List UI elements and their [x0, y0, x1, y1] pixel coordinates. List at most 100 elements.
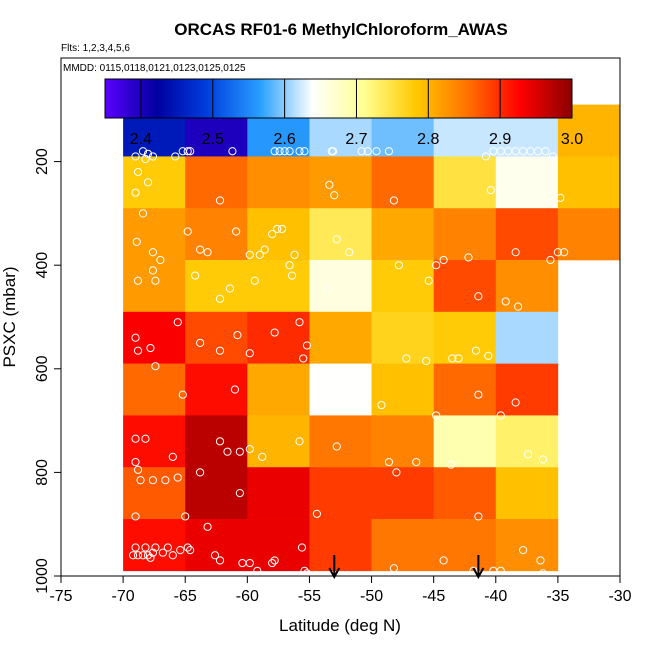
heatmap-cell — [247, 156, 310, 209]
sample-point — [402, 354, 411, 363]
sample-point — [158, 548, 167, 557]
sample-point — [143, 149, 153, 158]
sample-point — [496, 566, 505, 575]
sample-point — [131, 188, 140, 197]
colorbar-tick-label: 2.6 — [273, 131, 295, 148]
sample-point — [501, 297, 510, 306]
sample-point — [225, 284, 235, 293]
sample-point — [312, 509, 321, 518]
heatmap-cell — [371, 311, 434, 364]
sample-point — [332, 235, 341, 244]
dates-note: MMDD: 0115,0118,0121,0123,0125,0125 — [63, 63, 246, 74]
sample-point — [514, 302, 523, 311]
sample-point — [131, 152, 140, 161]
heatmap-cell — [123, 519, 186, 572]
sample-point — [215, 346, 225, 355]
heatmap-cell — [247, 363, 310, 416]
sample-point — [235, 489, 244, 498]
heatmap-cell — [309, 467, 372, 520]
sample-point — [519, 546, 528, 555]
sample-point — [538, 569, 548, 576]
sample-point — [151, 362, 160, 371]
sample-point — [363, 147, 372, 156]
chart-title: ORCAS RF01-6 MethylChloroform_AWAS — [174, 20, 507, 39]
heatmap-cell — [371, 260, 434, 313]
sample-point — [454, 354, 463, 363]
sample-point — [230, 385, 240, 394]
heatmap-cell — [371, 467, 434, 520]
sample-point — [270, 147, 279, 156]
heatmap-cell — [309, 208, 372, 261]
y-tick-label: 800 — [34, 459, 51, 486]
sample-point — [270, 556, 279, 565]
sample-point — [151, 543, 160, 552]
sample-point — [138, 209, 148, 218]
heatmap-cell — [495, 519, 559, 572]
sample-point — [196, 245, 205, 254]
sample-point — [268, 230, 277, 239]
sample-point — [295, 318, 304, 327]
x-tick-label: -65 — [174, 588, 197, 605]
sample-point — [171, 152, 180, 161]
sample-point — [287, 271, 297, 280]
sample-point — [511, 398, 520, 407]
sample-point — [553, 248, 562, 257]
sample-point — [357, 147, 366, 156]
heatmap-cell — [309, 415, 372, 468]
heatmap-cell — [247, 415, 310, 468]
heatmap-cell — [371, 519, 434, 572]
heatmap-cell — [557, 208, 621, 261]
sample-point — [136, 476, 145, 485]
colorbar-tick-label: 2.9 — [489, 131, 511, 148]
y-axis: 200 400 600 800 1000 — [34, 148, 61, 594]
colorbar-tick-label: 2.8 — [417, 131, 439, 148]
sample-point — [432, 261, 441, 270]
sample-point — [486, 185, 495, 195]
latitude-arrow-head — [328, 567, 341, 580]
y-tick-label: 400 — [34, 252, 51, 279]
sample-point — [392, 468, 401, 477]
sample-point — [215, 196, 225, 205]
colorbar-ticks: 2.4 2.5 2.6 2.7 2.8 2.9 3.0 — [130, 79, 583, 148]
x-tick-label: -35 — [546, 588, 569, 605]
sample-point — [541, 147, 550, 156]
sample-point — [233, 331, 242, 340]
sample-point — [295, 147, 304, 156]
sample-point — [141, 434, 150, 443]
plot-frame — [60, 57, 621, 577]
sample-point — [186, 546, 195, 555]
sample-point — [168, 551, 177, 560]
colorbar-box — [104, 78, 573, 119]
sample-point — [297, 543, 307, 552]
heatmap-cell — [433, 415, 497, 468]
sample-point — [556, 193, 565, 202]
sample-point — [275, 147, 284, 156]
heatmap-cell — [495, 156, 559, 209]
y-axis-label: PSXC (mbar) — [0, 266, 19, 367]
sample-point — [560, 248, 569, 257]
sample-point — [312, 375, 321, 384]
sample-point — [290, 250, 299, 259]
sample-point — [412, 457, 421, 467]
x-tick-label: -55 — [298, 588, 321, 605]
heatmap-cell — [433, 519, 497, 572]
heatmap-cell — [309, 156, 372, 209]
heatmap-cell — [185, 260, 248, 313]
sample-point — [258, 452, 267, 461]
sample-point — [469, 566, 478, 575]
sample-point — [268, 558, 277, 568]
sample-point — [446, 460, 456, 469]
sample-point — [181, 512, 190, 521]
sample-point — [474, 390, 483, 399]
sample-point — [278, 224, 287, 234]
heatmap-cell — [123, 260, 186, 313]
sample-point — [178, 390, 187, 399]
colorbar-tick-label: 2.7 — [345, 131, 367, 148]
sample-point — [245, 444, 254, 454]
sample-point — [146, 553, 155, 562]
heatmap-cell — [495, 363, 559, 416]
sample-point — [235, 447, 244, 456]
sample-point — [215, 556, 225, 565]
sample-point — [131, 543, 140, 552]
